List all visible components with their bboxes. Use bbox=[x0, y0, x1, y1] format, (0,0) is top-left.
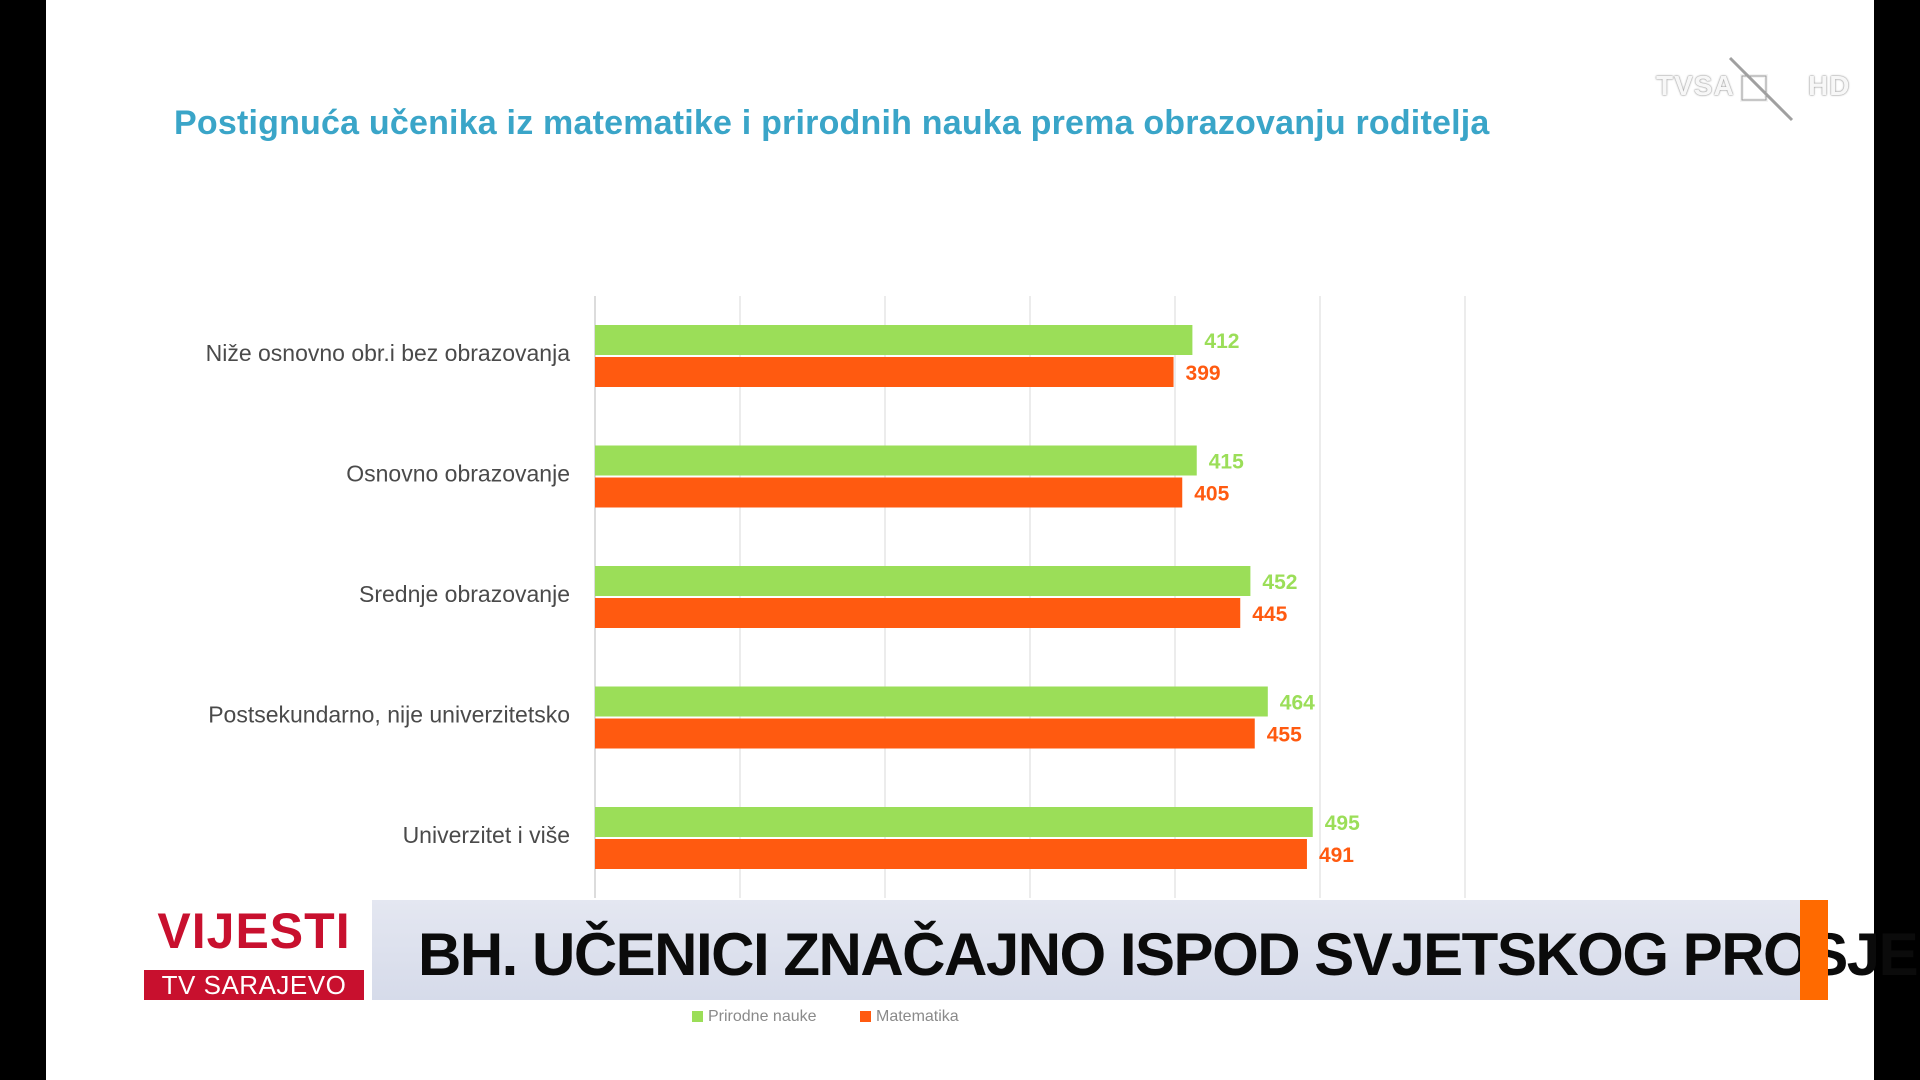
bar-math bbox=[595, 718, 1255, 749]
bar-science bbox=[595, 566, 1251, 596]
legend-swatch-math bbox=[860, 1011, 871, 1022]
headline-text: BH. UČENICI ZNAČAJNO ISPOD SVJETSKOG PRO… bbox=[418, 921, 1920, 988]
category-label: Postsekundarno, nije univerzitetsko bbox=[208, 702, 570, 728]
chart-title: Postignuća učenika iz matematike i priro… bbox=[174, 104, 1490, 142]
data-label-math: 399 bbox=[1186, 362, 1221, 385]
bar-science bbox=[595, 445, 1197, 476]
headline-box: BH. UČENICI ZNAČAJNO ISPOD SVJETSKOG PRO… bbox=[372, 900, 1920, 1000]
channel-label: TV SARAJEVO bbox=[144, 970, 364, 1000]
logo-mark-icon bbox=[1728, 56, 1794, 122]
data-label-science: 495 bbox=[1325, 812, 1360, 835]
bar-math bbox=[595, 839, 1307, 869]
bar-science bbox=[595, 325, 1193, 355]
data-label-science: 464 bbox=[1280, 692, 1315, 715]
program-badge: VIJESTI TV SARAJEVO bbox=[144, 900, 364, 1000]
category-label: Srednje obrazovanje bbox=[359, 581, 570, 607]
category-label: Univerzitet i više bbox=[403, 822, 570, 848]
bar-math bbox=[595, 598, 1241, 628]
data-label-math: 455 bbox=[1267, 724, 1302, 747]
legend-item-math: Matematika bbox=[860, 1008, 959, 1026]
channel-logo: TVSA HD bbox=[1656, 56, 1856, 122]
bar-science bbox=[595, 807, 1313, 837]
logo-right-text: HD bbox=[1808, 70, 1851, 101]
bar-math bbox=[595, 357, 1174, 387]
program-label: VIJESTI bbox=[157, 903, 351, 959]
bar-math bbox=[595, 477, 1183, 508]
legend-label-science: Prirodne nauke bbox=[708, 1008, 817, 1025]
category-label: Niže osnovno obr.i bez obrazovanja bbox=[206, 340, 571, 366]
data-label-math: 491 bbox=[1319, 844, 1354, 867]
legend-label-math: Matematika bbox=[876, 1008, 959, 1025]
logo-left-text: TVSA bbox=[1656, 70, 1735, 101]
bar-science bbox=[595, 686, 1268, 717]
legend-item-science: Prirodne nauke bbox=[692, 1008, 817, 1026]
category-label: Osnovno obrazovanje bbox=[346, 461, 570, 487]
data-label-math: 445 bbox=[1252, 603, 1287, 626]
data-label-science: 415 bbox=[1209, 451, 1244, 474]
data-label-science: 452 bbox=[1262, 571, 1297, 594]
data-label-math: 405 bbox=[1194, 483, 1229, 506]
legend-swatch-science bbox=[692, 1011, 703, 1022]
data-label-science: 412 bbox=[1204, 330, 1239, 353]
